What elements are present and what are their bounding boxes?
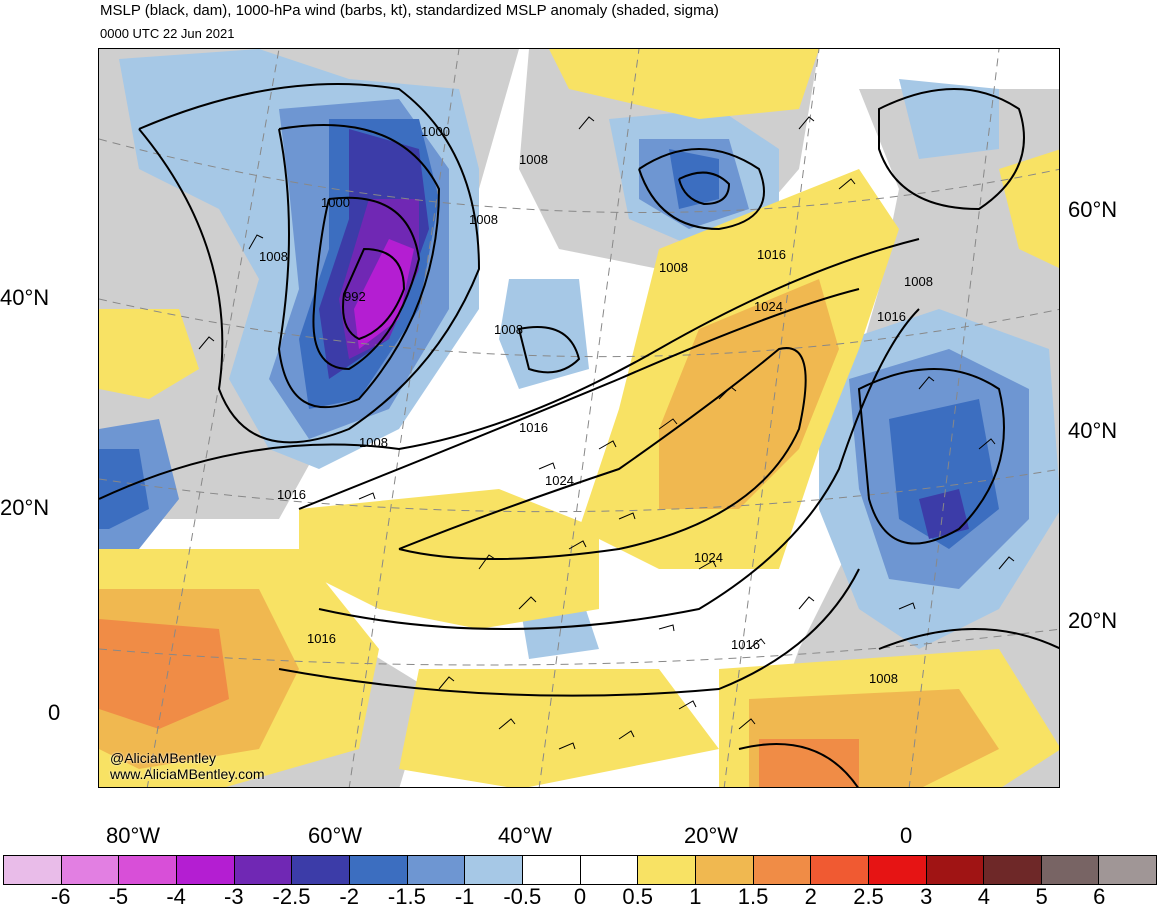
colorbar-tick-label: 0 — [573, 884, 587, 909]
anomaly-pos-equatorial — [399, 669, 719, 787]
contour-label: 992 — [344, 289, 366, 304]
colorbar-tick-label: -4 — [166, 884, 186, 909]
colorbar-tick-label: 1.5 — [737, 884, 769, 909]
colorbar-tick-label: 4 — [977, 884, 991, 909]
colorbar-swatch — [176, 856, 235, 884]
contour-label: 1008 — [359, 435, 388, 450]
colorbar-swatch — [868, 856, 927, 884]
colorbar-swatch — [984, 856, 1042, 884]
map-canvas: 1000 1000 1008 1008 992 1008 1008 1008 1… — [99, 49, 1059, 787]
contour-label: 1008 — [904, 274, 933, 289]
lat-label-left: 40°N — [0, 285, 50, 310]
anomaly-pos-azores-orange — [659, 279, 839, 509]
lon-label: 0 — [900, 823, 913, 848]
contour-label: 1008 — [494, 322, 523, 337]
colorbar-swatch — [292, 856, 350, 884]
lat-label-right: 40°N — [1068, 418, 1118, 443]
anomaly-neg-scandinavia — [899, 79, 999, 159]
colorbar — [3, 855, 1157, 885]
lat-label-right: 60°N — [1068, 197, 1118, 222]
contour-label-group: 1000 1000 1008 1008 992 1008 1008 1008 1… — [259, 124, 933, 686]
lat-label-left: 20°N — [0, 495, 50, 520]
colorbar-swatch — [407, 856, 466, 884]
anomaly-pos-russia — [999, 149, 1059, 269]
colorbar-swatch — [926, 856, 985, 884]
map-title: MSLP (black, dam), 1000-hPa wind (barbs,… — [100, 2, 719, 19]
lon-label: 60°W — [308, 823, 363, 848]
anomaly-pos-greenland — [549, 49, 819, 119]
colorbar-tick-label: 0.5 — [622, 884, 653, 909]
contour-label: 1024 — [545, 473, 574, 488]
colorbar-swatch — [61, 856, 120, 884]
contour-label: 1024 — [694, 550, 723, 565]
contour-label: 1016 — [877, 309, 906, 324]
contour-label: 1008 — [869, 671, 898, 686]
colorbar-tick-label: 5 — [1035, 884, 1048, 909]
contour-label: 1016 — [731, 637, 760, 652]
colorbar-swatch — [234, 856, 293, 884]
contour-label: 1008 — [469, 212, 498, 227]
map-subtitle: 0000 UTC 22 Jun 2021 — [100, 26, 235, 41]
anomaly-pos-east-us — [99, 309, 199, 399]
colorbar-swatch — [1041, 856, 1100, 884]
anomaly-neg-europe-core — [919, 489, 969, 539]
contour-label: 1016 — [277, 487, 306, 502]
weather-map: 1000 1000 1008 1008 992 1008 1008 1008 1… — [98, 48, 1060, 788]
contour-label: 1008 — [519, 152, 548, 167]
contour-label: 1008 — [659, 260, 688, 275]
lat-label-left: 0 — [48, 700, 61, 725]
colorbar-tick-label: -1 — [454, 884, 475, 909]
colorbar-tick-label: -3 — [224, 884, 244, 909]
isobars — [99, 83, 1059, 787]
colorbar-tick-label: 3 — [920, 884, 933, 909]
colorbar-swatch — [119, 856, 177, 884]
colorbar-swatch — [349, 856, 408, 884]
contour-label: 1016 — [519, 420, 548, 435]
credit-handle: @AliciaMBentley — [110, 750, 217, 766]
colorbar-swatch — [465, 856, 523, 884]
colorbar-tick-label: -1.5 — [387, 884, 426, 909]
credit-url: www.AliciaMBentley.com — [110, 766, 265, 782]
lon-label: 40°W — [498, 823, 553, 848]
colorbar-tick-label: 6 — [1093, 884, 1106, 909]
contour-label: 1024 — [754, 299, 783, 314]
anomaly-neg-iceland-dark — [669, 149, 719, 209]
colorbar-swatch — [580, 856, 639, 884]
credit: @AliciaMBentley www.AliciaMBentley.com — [110, 750, 265, 782]
anomaly-pos-caribbean-deep — [99, 619, 229, 729]
colorbar-swatch — [638, 856, 696, 884]
contour-label: 1016 — [307, 631, 336, 646]
colorbar-tick-label: 2 — [804, 884, 817, 909]
colorbar-swatch — [811, 856, 869, 884]
anomaly-pos-subtropical — [299, 489, 599, 629]
wind-barbs — [198, 116, 1015, 750]
colorbar-tick-label: 1 — [689, 884, 702, 909]
contour-label: 1000 — [421, 124, 450, 139]
colorbar-tick-label: -0.5 — [503, 884, 542, 909]
anomaly-neg-europe-dark — [889, 399, 999, 549]
contour-label: 1000 — [321, 195, 350, 210]
lat-label-right: 20°N — [1068, 608, 1118, 633]
graticule — [99, 49, 1059, 787]
colorbar-swatch — [4, 856, 62, 884]
colorbar-tick-label: -2.5 — [272, 884, 311, 909]
anomaly-pos-africa-deep — [759, 739, 859, 787]
lon-label: 20°W — [684, 823, 739, 848]
colorbar-swatch — [753, 856, 812, 884]
colorbar-swatch — [695, 856, 754, 884]
lon-label: 80°W — [106, 823, 161, 848]
contour-label: 1008 — [259, 249, 288, 264]
colorbar-tick-label: 2.5 — [853, 884, 884, 909]
contour-label: 1016 — [757, 247, 786, 262]
anomaly-neg-mid-atlantic — [499, 279, 589, 389]
colorbar-swatch — [1099, 856, 1157, 884]
colorbar-tick-label: -6 — [50, 884, 71, 909]
colorbar-tick-label: -5 — [108, 884, 129, 909]
colorbar-tick-label: -2 — [339, 884, 359, 909]
colorbar-swatch — [522, 856, 581, 884]
